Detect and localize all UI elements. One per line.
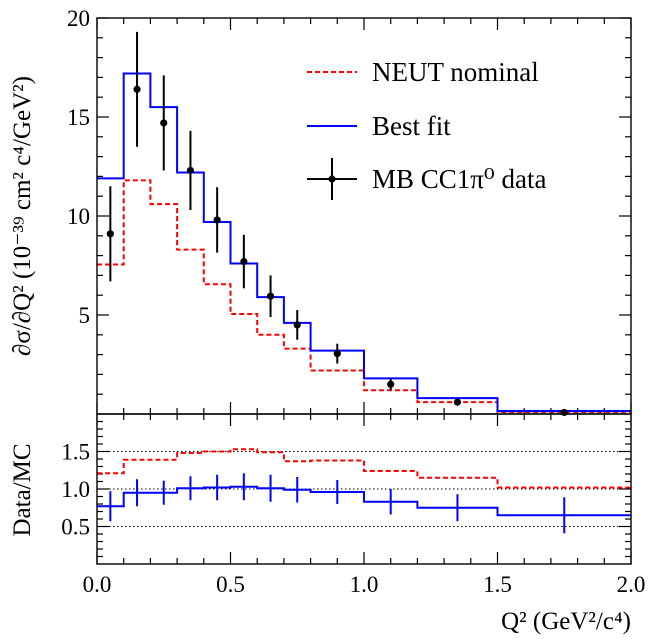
main-y-tick-label: 10: [67, 204, 90, 229]
x-tick-label: 1.0: [350, 572, 379, 597]
x-tick-labels: 0.0 0.5 1.0 1.5 2.0: [83, 572, 646, 597]
main-y-tick-label: 5: [79, 303, 91, 328]
data-point: [560, 408, 568, 417]
data-point: [333, 350, 341, 358]
data-point: [106, 230, 114, 238]
ratio-y-axis-label: Data/MC: [9, 443, 36, 536]
legend-data-swatch-marker: [328, 175, 336, 183]
legend-bestfit-label: Best fit: [372, 111, 451, 141]
ratio-y-tick-label: 0.5: [61, 515, 90, 540]
x-tick-label: 1.5: [483, 572, 512, 597]
x-tick-label: 0.5: [216, 572, 245, 597]
data-point: [160, 119, 168, 127]
ratio-best-fit-line: [97, 485, 631, 517]
ratio-neut-line: [97, 448, 631, 489]
ratio-plot-frame: [96, 413, 632, 565]
data-point: [213, 216, 221, 224]
x-tick-label: 2.0: [617, 572, 646, 597]
main-y-axis-label: ∂σ/∂Q² (10⁻³⁹ cm² c⁴/GeV²): [9, 76, 36, 356]
ratio-y-tick-labels: 0.5 1.0 1.5: [61, 440, 90, 540]
x-axis-label: Q² (GeV²/c⁴): [501, 608, 631, 635]
legend: NEUT nominal Best fit MB CC1π⁰ data: [307, 57, 546, 200]
data-point: [266, 292, 275, 300]
data-point: [293, 321, 301, 329]
ratio-y-tick-label: 1.0: [61, 477, 90, 502]
data-point: [387, 380, 395, 388]
legend-neut-label: NEUT nominal: [372, 57, 539, 87]
data-point: [240, 257, 248, 266]
legend-data-label: MB CC1π⁰ data: [372, 164, 546, 194]
ratio-y-tick-label: 1.5: [61, 440, 90, 465]
ratio-series: [97, 448, 631, 534]
data-point: [186, 166, 195, 175]
x-tick-label: 0.0: [83, 572, 112, 597]
main-y-tick-labels: 5 10 15 20: [67, 6, 90, 328]
best-fit-line: [97, 72, 631, 413]
data-point: [453, 398, 462, 406]
main-series: [97, 31, 631, 417]
main-y-tick-label: 20: [67, 6, 90, 31]
data-point: [133, 85, 141, 93]
main-y-tick-label: 15: [67, 105, 90, 130]
